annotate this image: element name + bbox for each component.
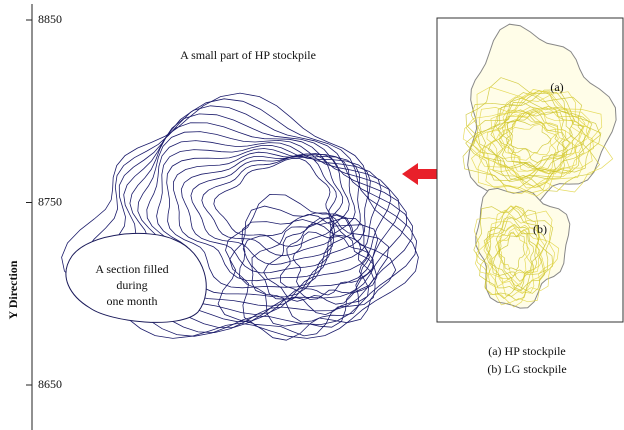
contour: [137, 131, 392, 315]
hp-scribble: [498, 106, 586, 175]
hp-scribble: [462, 86, 603, 197]
hp-scribble: [475, 107, 575, 187]
hp-scribble: [462, 77, 601, 190]
hp-scribble: [469, 106, 585, 194]
hp-scribble: [470, 92, 586, 183]
hp-scribble: [486, 108, 557, 169]
contour: [279, 222, 374, 300]
lg-scribble: [483, 209, 560, 308]
contour: [190, 153, 344, 266]
lg-scribble: [473, 205, 555, 306]
hp-scribble: [465, 91, 592, 189]
y-tick-label: 8750: [38, 194, 62, 208]
contour: [213, 157, 335, 247]
contour: [180, 153, 350, 274]
contour: [79, 98, 418, 337]
lg-scribble: [495, 221, 545, 286]
contour: [242, 217, 375, 323]
contour: [217, 193, 397, 341]
inset-label-a: (a): [550, 80, 563, 94]
lg-scribble: [475, 205, 546, 295]
inset-label-b: (b): [533, 222, 547, 236]
lg-scribble: [483, 209, 547, 291]
contour: [201, 155, 337, 257]
section-label: A section filled: [95, 262, 168, 276]
contour: [146, 140, 382, 307]
contour: [129, 122, 400, 323]
hp-scribble: [507, 124, 567, 173]
section-shape: [65, 232, 207, 323]
hp-scribble: [471, 89, 614, 195]
lg-scribble: [486, 223, 539, 291]
inset-legend: (a) HP stockpile: [488, 344, 566, 358]
y-tick-label: 8650: [38, 377, 62, 391]
contour: [117, 113, 408, 328]
contour: [251, 214, 370, 316]
inset-legend: (b) LG stockpile: [487, 362, 566, 376]
hp-scribble: [465, 89, 600, 192]
contour: [263, 217, 375, 305]
y-tick-label: 8850: [38, 12, 62, 26]
lg-scribble: [498, 231, 531, 277]
arrow: [402, 163, 446, 185]
contour: [238, 213, 379, 328]
title: A small part of HP stockpile: [180, 48, 316, 62]
contour: [61, 92, 419, 339]
lg-scribble: [473, 205, 554, 301]
hp-scribble: [506, 110, 573, 163]
lg-scribble: [479, 205, 554, 299]
contours: [61, 92, 419, 341]
contour: [292, 231, 370, 296]
lg-scribble: [485, 224, 543, 297]
contour: [156, 144, 371, 298]
y-axis-label: Y Direction: [6, 260, 20, 319]
section-label: during: [116, 278, 147, 292]
section-label: one month: [107, 294, 158, 308]
inset-drawing: [462, 23, 617, 309]
hp-scribble: [483, 91, 594, 180]
